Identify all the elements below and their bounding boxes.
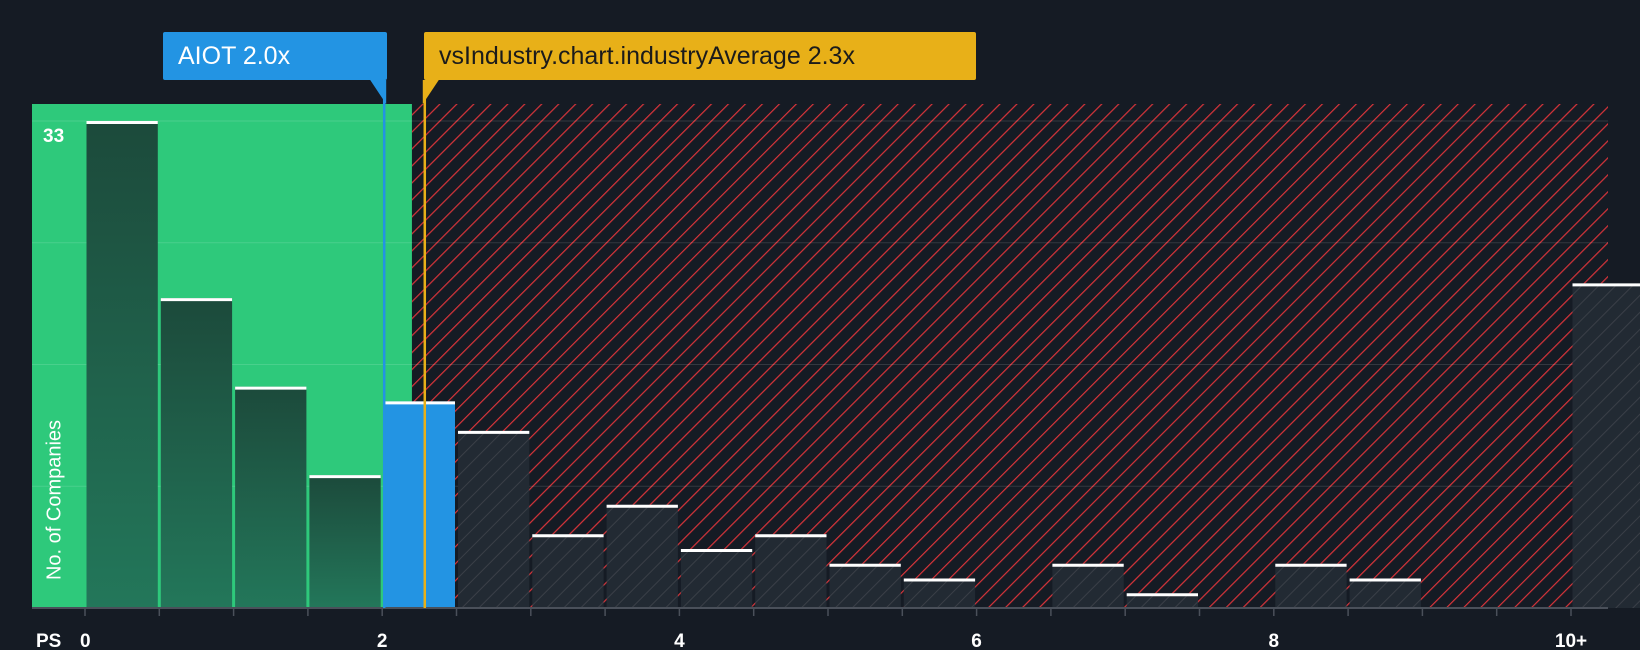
x-tick-label: 4 [674,631,685,650]
y-axis-label: No. of Companies [43,419,66,581]
histogram-bar [458,430,530,608]
x-tick-label: 8 [1269,631,1280,650]
histogram-bar-company [383,401,455,608]
histogram-bar [160,298,233,608]
histogram-bar [1349,578,1421,608]
industry-callout-pointer [422,80,439,104]
company-ps-callout: AIOT 2.0x [163,32,387,80]
industry-average-callout: vsIndustry.chart.industryAverage 2.3x [424,32,976,80]
histogram-bar [829,563,901,608]
x-tick-label: 10+ [1555,631,1587,650]
overvalued-zone [411,104,1608,608]
x-tick-label: 6 [971,631,982,650]
x-axis-ticks: 0 2 4 6 8 10+ [80,608,1587,650]
histogram-bar [1572,283,1640,608]
histogram-bar [1052,563,1124,608]
histogram-bar [532,534,604,608]
histogram-bar [606,504,678,608]
x-tick-label: 0 [80,631,91,650]
histogram-bar [86,121,158,608]
histogram-bar [680,548,753,608]
x-tick-label: 2 [377,631,388,650]
histogram-bar [903,578,976,608]
histogram-bar [309,475,381,608]
histogram-bars [86,121,1640,608]
histogram-bar [755,534,827,608]
histogram-bar [1126,593,1198,608]
company-callout-pointer [370,80,387,104]
x-axis-label: PS [36,631,61,650]
histogram-bar [1275,563,1347,608]
histogram-bar [235,386,307,608]
y-axis-max-label: 33 [43,126,65,147]
